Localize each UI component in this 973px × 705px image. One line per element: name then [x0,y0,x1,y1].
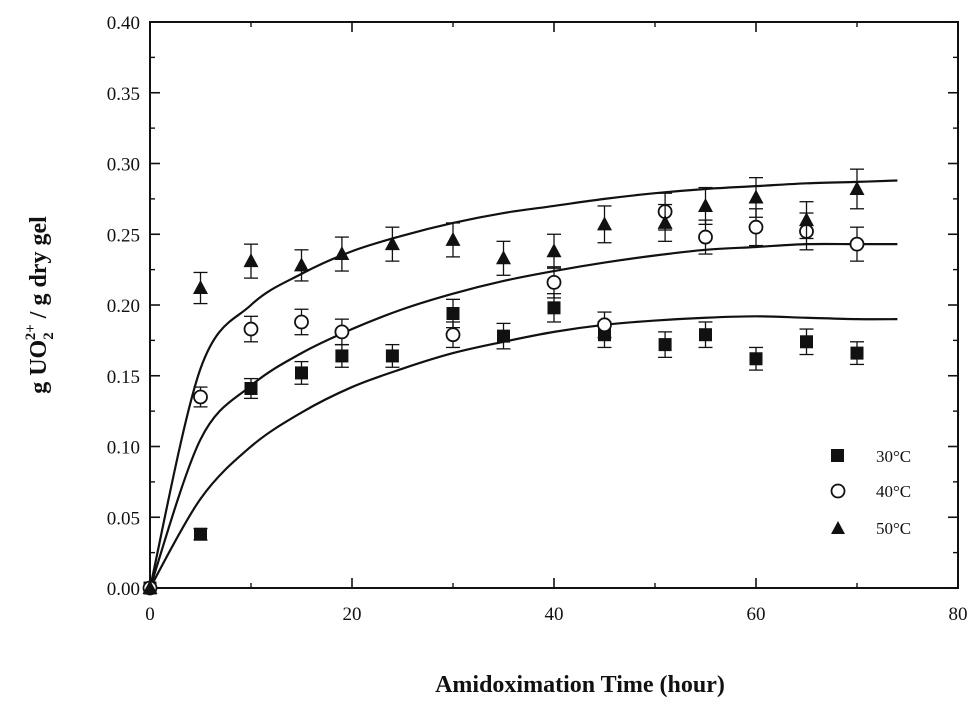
x-tick-label: 20 [343,604,362,625]
data-point-triangle [294,257,309,272]
x-tick-label: 60 [747,604,766,625]
data-point-triangle [384,236,400,251]
data-point-square [547,301,561,315]
legend: 30°C 40°C 50°C [830,447,911,538]
data-point-triangle [849,180,865,195]
data-point-triangle [334,246,350,261]
y-axis-title: g UO22+ / g dry gel [23,216,57,394]
y-tick-label: 0.10 [107,438,140,459]
data-point-circle [294,314,309,330]
data-point-circle [243,321,259,337]
y-tick-label: 0.40 [107,13,140,34]
data-point-square [749,352,763,366]
data-point-circle [698,229,713,245]
y-tick-label: 0.00 [107,579,140,600]
data-point-triangle [597,216,612,231]
data-point-square [800,335,813,349]
data-point-square [244,381,258,395]
data-point-circle [334,324,350,340]
data-point-triangle [243,253,259,268]
data-point-circle [597,317,612,333]
legend-label-40c: 40°C [876,482,911,501]
x-tick-label: 0 [145,604,155,625]
legend-label-30c: 30°C [876,447,911,466]
data-point-triangle [799,212,814,227]
data-point-circle [193,389,208,405]
data-point-square [699,328,712,342]
data-point-triangle [496,250,511,265]
data-point-circle [546,274,562,290]
legend-marker-50c [831,521,845,534]
fit-curve-line [148,179,898,589]
y-tick-label: 0.25 [107,225,140,246]
data-point-square [335,349,349,363]
fit-curves-layer [148,179,898,589]
data-point-triangle [546,243,562,258]
data-point-triangle [698,197,713,212]
y-tick-label: 0.30 [107,155,140,176]
ticks-layer: 0 20 40 60 80 0.00 0.05 0.10 0.15 0.20 0.25 0.30 0.3… [107,13,968,625]
data-point-square [850,346,864,360]
data-point-triangle [657,214,673,229]
y-tick-label: 0.35 [107,84,140,105]
y-axis-title-superscript: 2+ [23,324,39,340]
fit-curve-line [149,315,898,589]
data-point-triangle [445,231,461,246]
data-point-circle [445,327,461,343]
legend-marker-30c [831,449,844,462]
legend-label-50c: 50°C [876,519,911,538]
data-point-square [295,366,308,380]
legend-marker-40c [830,483,846,499]
data-point-triangle [748,189,764,204]
data-point-square [385,349,399,363]
y-axis-title-prefix: g UO [26,340,52,394]
y-tick-label: 0.20 [107,296,140,317]
y-axis-title-subscript: 2 [41,332,57,340]
x-tick-label: 80 [949,604,968,625]
data-point-square [497,329,510,343]
data-point-circle [849,236,865,252]
y-tick-label: 0.05 [107,508,140,529]
x-tick-label: 40 [545,604,564,625]
data-point-square [194,527,207,541]
data-points-layer [142,168,865,596]
y-axis-title-suffix: / g dry gel [26,216,52,324]
data-point-square [658,338,672,352]
data-point-square [446,306,460,320]
y-tick-label: 0.15 [107,367,140,388]
data-point-triangle [142,580,158,594]
x-axis-title: Amidoximation Time (hour) [435,672,725,698]
data-point-triangle [193,280,208,295]
data-point-circle [748,219,764,235]
